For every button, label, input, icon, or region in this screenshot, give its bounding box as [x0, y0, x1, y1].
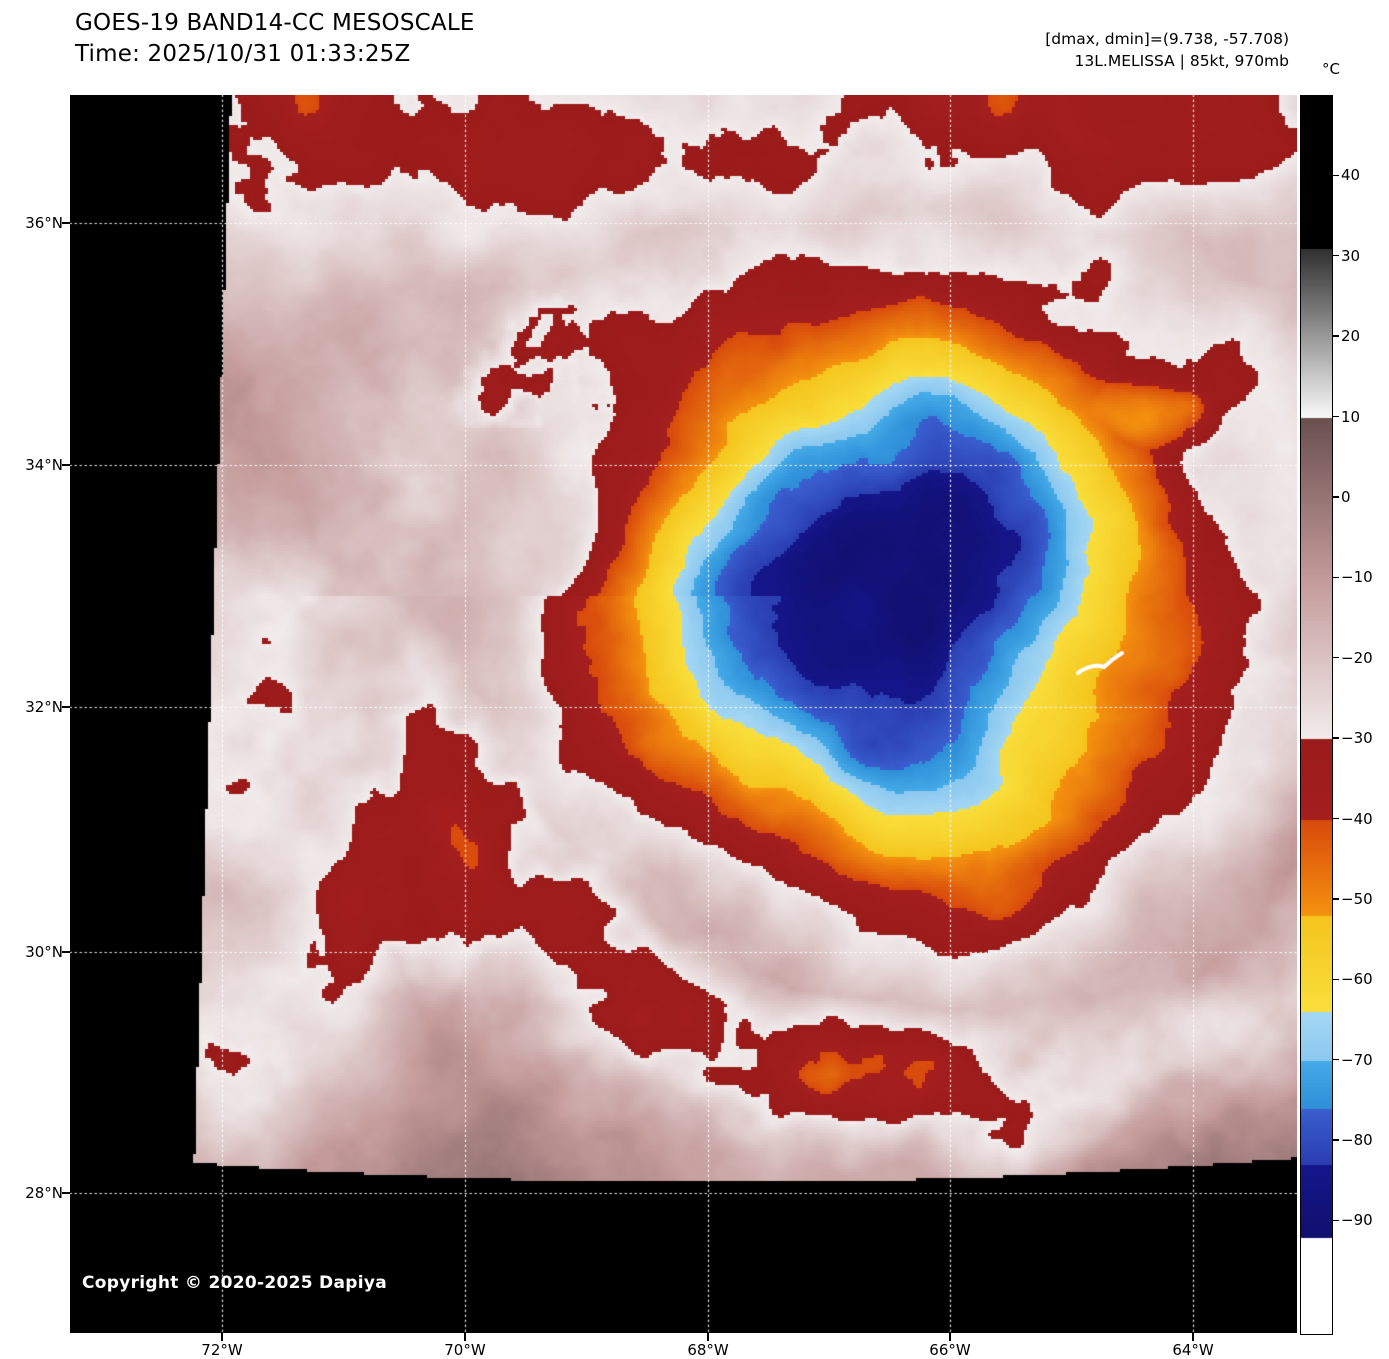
colorbar-tick: [1333, 1219, 1339, 1222]
lon-axis-tick: [221, 1333, 223, 1341]
colorbar-tick: [1333, 415, 1339, 418]
lat-axis-tick: [62, 951, 70, 953]
lon-axis-tick: [707, 1333, 709, 1341]
copyright-watermark: Copyright © 2020-2025 Dapiya: [82, 1273, 387, 1293]
lon-tick-label: 64°W: [1172, 1341, 1214, 1359]
colorbar-tick: [1333, 335, 1339, 337]
colorbar-tick: [1333, 898, 1339, 900]
storm-info-label: 13L.MELISSA | 85kt, 970mb: [1074, 52, 1289, 70]
colorbar-tick: [1333, 657, 1339, 659]
colorbar-tick: [1333, 174, 1339, 177]
colorbar-tick-label: −20: [1341, 648, 1373, 667]
colorbar-tick: [1333, 496, 1339, 498]
lon-axis-tick: [464, 1333, 466, 1341]
colorbar-unit-label: °C: [1322, 60, 1340, 78]
lat-axis-tick: [62, 464, 70, 466]
map-plot-area: Copyright © 2020-2025 Dapiya: [70, 95, 1297, 1333]
colorbar-tick: [1333, 978, 1339, 980]
colorbar-tick-label: −30: [1341, 729, 1373, 748]
lat-tick-label: 28°N: [25, 1184, 63, 1203]
colorbar-tick: [1333, 1058, 1339, 1061]
colorbar-tick-label: −80: [1341, 1131, 1373, 1150]
lon-axis-tick: [1192, 1333, 1194, 1341]
lon-axis-tick: [949, 1333, 951, 1341]
colorbar-gradient: [1300, 95, 1333, 1335]
colorbar-tick: [1333, 1139, 1339, 1141]
colorbar-tick-label: 10: [1341, 407, 1361, 426]
colorbar-tick-label: −70: [1341, 1050, 1373, 1069]
colorbar-tick-label: −90: [1341, 1211, 1373, 1230]
colorbar-tick-label: 20: [1341, 327, 1361, 346]
colorbar-tick-label: 30: [1341, 246, 1361, 265]
colorbar-tick-label: 40: [1341, 166, 1361, 185]
header-info-block: [dmax, dmin]=(9.738, -57.708) 13L.MELISS…: [1045, 28, 1289, 72]
colorbar-tick: [1333, 737, 1339, 739]
timestamp: Time: 2025/10/31 01:33:25Z: [75, 41, 411, 67]
lat-tick-label: 32°N: [25, 698, 63, 717]
lat-axis-tick: [62, 706, 70, 708]
colorbar-tick: [1333, 817, 1339, 820]
data-range-label: [dmax, dmin]=(9.738, -57.708): [1045, 30, 1289, 48]
lon-tick-label: 70°W: [444, 1341, 486, 1359]
colorbar-tick-label: 0: [1341, 487, 1351, 506]
lon-tick-label: 68°W: [687, 1341, 729, 1359]
lon-tick-label: 66°W: [929, 1341, 971, 1359]
colorbar-tick-label: −10: [1341, 568, 1373, 587]
colorbar-tick: [1333, 255, 1339, 257]
lat-tick-label: 30°N: [25, 943, 63, 962]
colorbar-tick: [1333, 576, 1339, 579]
lat-tick-label: 36°N: [25, 214, 63, 232]
lat-axis-tick: [62, 1192, 70, 1194]
plot-title: GOES-19 BAND14-CC MESOSCALE: [75, 10, 475, 36]
lat-tick-label: 34°N: [25, 456, 63, 475]
colorbar-tick-label: −40: [1341, 809, 1373, 828]
colorbar-tick-label: −50: [1341, 889, 1373, 908]
lat-axis-tick: [62, 222, 70, 224]
lon-tick-label: 72°W: [201, 1341, 243, 1359]
colorbar-tick-label: −60: [1341, 970, 1373, 989]
satellite-map-canvas: [70, 95, 1297, 1333]
